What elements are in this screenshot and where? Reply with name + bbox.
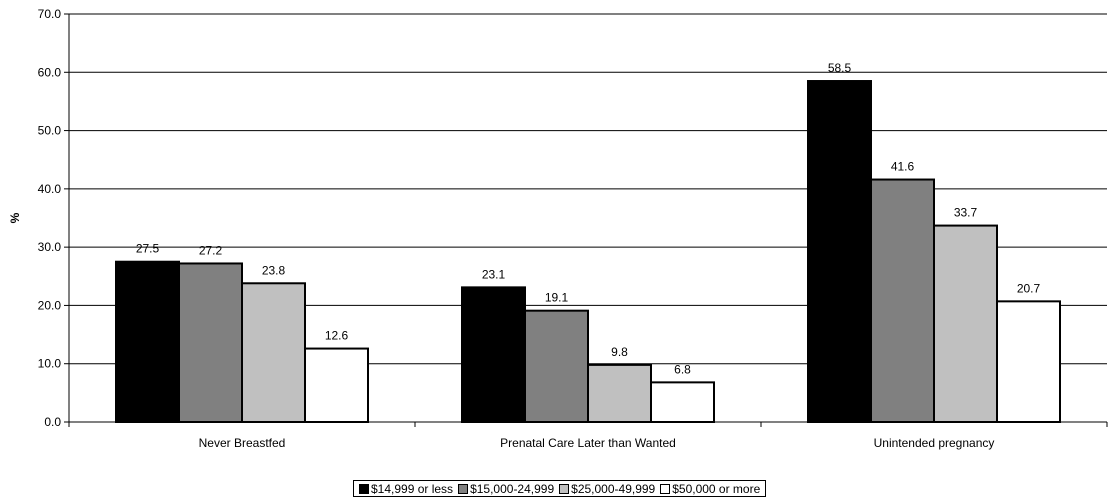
bar [524, 309, 589, 423]
data-label: 58.5 [828, 61, 852, 75]
legend-item: $50,000 or more [660, 482, 760, 496]
data-label: 20.7 [1017, 281, 1041, 295]
y-tick-label: 10.0 [38, 357, 62, 371]
bar [115, 260, 180, 424]
y-tick-label: 40.0 [38, 182, 62, 196]
bar [870, 178, 935, 423]
bar [178, 262, 243, 423]
y-tick-label: 0.0 [44, 415, 61, 429]
data-label: 41.6 [891, 160, 915, 174]
bar [587, 363, 652, 424]
bar [807, 80, 872, 424]
legend-item: $15,000-24,999 [458, 482, 554, 496]
legend-label: $50,000 or more [672, 481, 761, 496]
y-tick-label: 60.0 [38, 65, 62, 79]
y-tick-label: 70.0 [38, 7, 62, 21]
legend-item: $14,999 or less [359, 482, 453, 496]
data-label: 19.1 [545, 291, 569, 305]
bar [650, 381, 715, 424]
legend-label: $14,999 or less [371, 481, 454, 496]
data-label: 9.8 [611, 345, 628, 359]
bar-chart: 0.0 10.0 20.0 30.0 40.0 50.0 60.0 70.0% 27.5 27.2… [8, 7, 1108, 450]
legend-swatch [458, 483, 469, 494]
legend-label: $25,000-49,999 [571, 481, 656, 496]
bar [241, 282, 306, 423]
bar [933, 224, 998, 423]
category-label: Prenatal Care Later than Wanted [500, 436, 676, 450]
y-tick-label: 30.0 [38, 240, 62, 254]
y-tick-label: 50.0 [38, 124, 62, 138]
legend: $14,999 or less $15,000-24,999 $25,000-49,… [353, 480, 767, 497]
legend-item: $25,000-49,999 [559, 482, 655, 496]
legend-swatch [359, 483, 369, 494]
legend-swatch [559, 483, 570, 494]
data-label: 23.1 [482, 267, 506, 281]
category-label: Never Breastfed [199, 436, 286, 450]
data-label: 12.6 [325, 329, 349, 343]
y-axis-title: % [8, 212, 22, 223]
data-label: 27.2 [199, 243, 223, 257]
data-label: 23.8 [262, 263, 286, 277]
category-label: Unintended pregnancy [874, 436, 995, 450]
y-tick-label: 20.0 [38, 298, 62, 312]
bar [996, 300, 1061, 423]
data-label: 27.5 [136, 242, 160, 256]
data-label: 33.7 [954, 206, 978, 220]
data-label: 6.8 [674, 362, 691, 376]
bar [461, 286, 526, 423]
legend-label: $15,000-24,999 [470, 481, 555, 496]
legend-swatch [660, 483, 671, 494]
bar [304, 347, 369, 423]
